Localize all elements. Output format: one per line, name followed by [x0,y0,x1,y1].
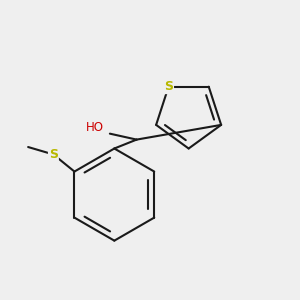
Text: S: S [49,148,58,161]
Text: S: S [164,80,173,93]
Text: HO: HO [86,121,104,134]
